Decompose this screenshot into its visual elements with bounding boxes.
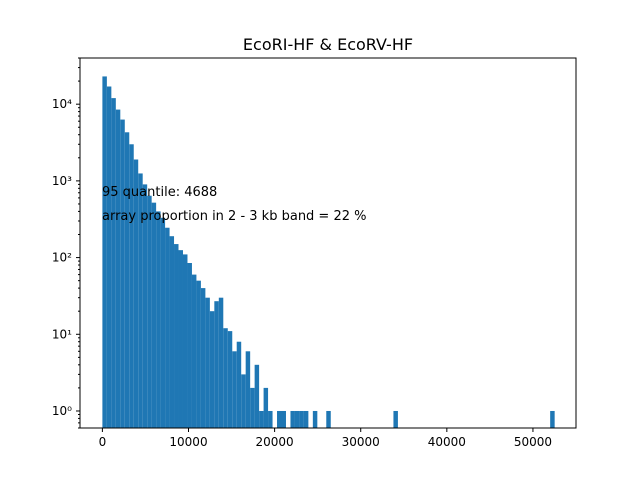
y-tick-label: 10²	[52, 251, 72, 265]
histogram-bar	[550, 410, 555, 428]
histogram-bar	[138, 173, 143, 428]
histogram-bar	[259, 410, 264, 428]
x-tick-label: 10000	[169, 435, 207, 449]
histogram-bar	[196, 280, 201, 428]
histogram-bar	[290, 410, 295, 428]
histogram-bar	[174, 244, 179, 428]
y-tick-label: 10¹	[52, 327, 72, 341]
x-tick-label: 20000	[256, 435, 294, 449]
histogram-bar	[151, 202, 157, 428]
histogram-bar	[294, 410, 300, 428]
x-axis: 0 10000 20000 30000 40000 50000	[99, 428, 552, 449]
histogram-bar	[254, 364, 260, 428]
x-tick-label: 40000	[428, 435, 466, 449]
histogram-bar	[241, 374, 246, 428]
histogram-bar	[102, 76, 107, 429]
histogram-bar	[142, 184, 148, 428]
histogram-bar	[187, 263, 192, 428]
histogram-bar	[182, 254, 188, 428]
histogram-bar	[156, 211, 161, 428]
histogram-bar	[218, 297, 224, 428]
annotation-proportion: array proportion in 2 - 3 kb band = 22 %	[102, 209, 367, 224]
x-tick-label: 30000	[342, 435, 380, 449]
histogram-bar	[277, 410, 282, 428]
y-tick-label: 10³	[52, 174, 72, 188]
y-tick-label: 10⁰	[52, 404, 72, 418]
y-tick-label: 10⁴	[52, 97, 72, 111]
histogram-bar	[191, 274, 197, 428]
histogram-bar	[250, 387, 255, 428]
histogram-bar	[299, 410, 304, 428]
histogram-bar	[169, 236, 175, 428]
histogram-bar	[236, 341, 242, 428]
x-tick-label: 50000	[514, 435, 552, 449]
histogram-bar	[268, 410, 273, 428]
histogram-bar	[106, 86, 112, 428]
histogram-bar	[120, 119, 125, 428]
histogram-bar	[245, 351, 251, 428]
histogram-bar	[209, 311, 215, 428]
histogram-bar	[263, 387, 269, 428]
histogram-bar	[115, 109, 121, 428]
histogram-bar	[326, 410, 331, 428]
x-tick-label: 0	[99, 435, 107, 449]
histogram-bar	[178, 250, 183, 428]
histogram-bar	[214, 301, 219, 428]
bars-group	[102, 76, 555, 429]
chart-title: EcoRI-HF & EcoRV-HF	[243, 35, 413, 54]
histogram-bar	[205, 297, 210, 428]
histogram-bar	[133, 159, 139, 428]
annotation-quantile: 95 quantile: 4688	[102, 185, 217, 200]
plot-frame	[79, 57, 577, 429]
histogram-bar	[147, 195, 152, 428]
histogram-bar	[223, 328, 228, 428]
histogram-bar	[227, 331, 233, 428]
histogram-bar	[165, 227, 170, 428]
histogram-bar	[312, 410, 318, 428]
y-axis: 10⁰ 10¹ 10² 10³ 10⁴	[52, 57, 80, 429]
histogram-bar	[200, 288, 206, 428]
histogram-bar	[232, 351, 237, 428]
histogram-bar	[281, 410, 286, 428]
histogram-bar	[111, 98, 116, 429]
histogram-bar	[124, 132, 130, 429]
histogram-bar	[160, 217, 166, 428]
histogram-bar	[393, 410, 398, 428]
histogram-bar	[129, 144, 134, 428]
histogram-bar	[303, 410, 309, 428]
